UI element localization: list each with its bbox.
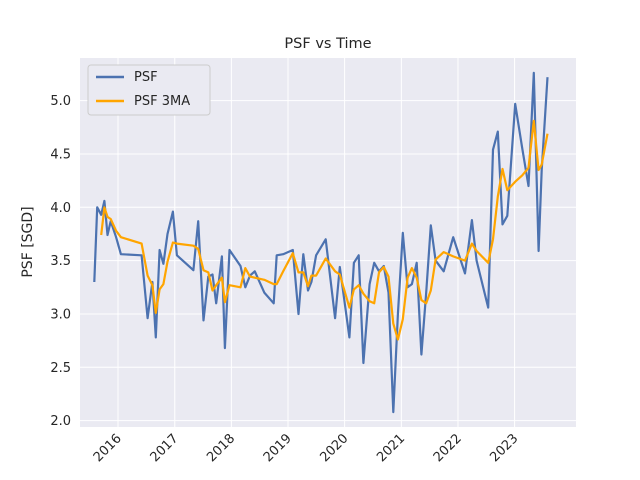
y-tick-label: 2.0 <box>50 414 71 429</box>
legend: PSF PSF 3MA <box>87 64 211 116</box>
y-axis-label: PSF [SGD] <box>20 206 36 277</box>
y-tick-label: 3.5 <box>50 254 71 269</box>
x-tick-label: 2017 <box>148 431 182 465</box>
y-tick-label: 2.5 <box>50 361 71 376</box>
x-tick-label: 2020 <box>317 431 351 465</box>
series-layer <box>93 71 549 414</box>
y-tick-label: 5.0 <box>50 94 71 109</box>
chart-title: PSF vs Time <box>284 36 371 52</box>
y-tick-label: 4.5 <box>50 147 71 162</box>
legend-label-psf-3ma: PSF 3MA <box>134 94 190 109</box>
x-tick-label: 2023 <box>487 431 521 465</box>
y-tick-label: 3.0 <box>50 307 71 322</box>
x-tick-label: 2022 <box>431 431 465 465</box>
x-tick-label: 2016 <box>91 431 125 465</box>
x-tick-label: 2018 <box>204 431 238 465</box>
series-line-psf <box>93 71 549 414</box>
x-tick-labels: 2016 2017 2018 2019 2020 2021 2022 2023 <box>91 431 522 465</box>
legend-label-psf: PSF <box>134 70 158 85</box>
series-line-psf-3ma <box>100 119 549 341</box>
x-tick-label: 2019 <box>261 431 295 465</box>
grid-lines <box>80 58 576 427</box>
y-tick-label: 4.0 <box>50 201 71 216</box>
y-tick-labels: 2.0 2.5 3.0 3.5 4.0 4.5 5.0 <box>50 94 71 429</box>
x-tick-label: 2021 <box>374 431 408 465</box>
